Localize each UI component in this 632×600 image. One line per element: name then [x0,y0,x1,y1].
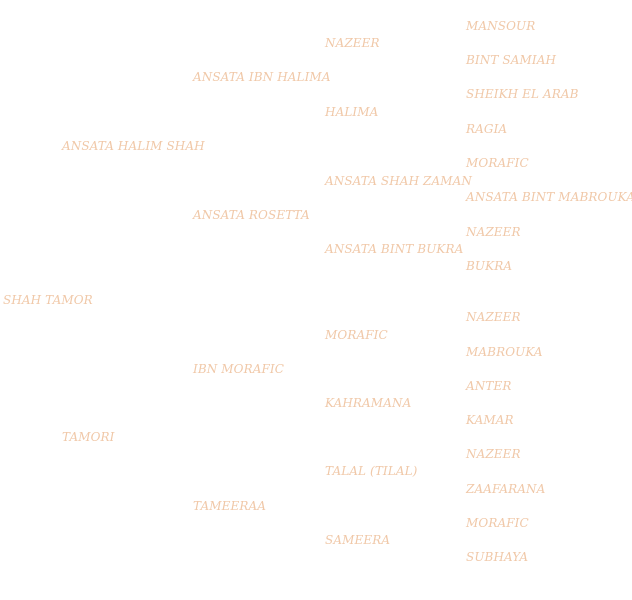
sire-name: ANSATA HALIM SHAH [62,139,205,153]
gen4-ancestor: SHEIKH EL ARAB [466,87,579,101]
paternal-grandsire: ANSATA IBN HALIMA [193,70,331,84]
maternal-granddam: TAMEERAA [193,499,266,513]
gen4-ancestor: ANTER [466,379,512,393]
subject-horse: SHAH TAMOR [3,293,93,307]
maternal-grandsire: IBN MORAFIC [193,362,285,376]
gen4-ancestor: NAZEER [466,310,521,324]
gen3-ancestor: NAZEER [325,36,380,50]
gen4-ancestor: MORAFIC [466,156,529,170]
gen4-ancestor: BUKRA [466,259,513,273]
gen4-ancestor: KAMAR [466,413,514,427]
gen4-ancestor: ZAAFARANA [466,482,546,496]
gen4-ancestor: MABROUKA [466,345,543,359]
gen4-ancestor: NAZEER [466,447,521,461]
gen3-ancestor: MORAFIC [325,328,388,342]
gen3-ancestor: ANSATA SHAH ZAMAN [325,174,473,188]
gen3-ancestor: TALAL (TILAL) [325,464,418,478]
gen4-ancestor: NAZEER [466,225,521,239]
gen3-ancestor: SAMEERA [325,533,391,547]
gen4-ancestor: MORAFIC [466,516,529,530]
gen4-ancestor: BINT SAMIAH [466,53,557,67]
gen3-ancestor: KAHRAMANA [325,396,412,410]
gen4-ancestor: RAGIA [466,122,508,136]
dam-name: TAMORI [62,430,115,444]
gen3-ancestor: ANSATA BINT BUKRA [325,242,464,256]
gen4-ancestor: MANSOUR [466,19,536,33]
gen4-ancestor: SUBHAYA [466,550,529,564]
paternal-granddam: ANSATA ROSETTA [193,208,310,222]
gen4-ancestor: ANSATA BINT MABROUKA [466,190,632,204]
gen3-ancestor: HALIMA [325,105,379,119]
